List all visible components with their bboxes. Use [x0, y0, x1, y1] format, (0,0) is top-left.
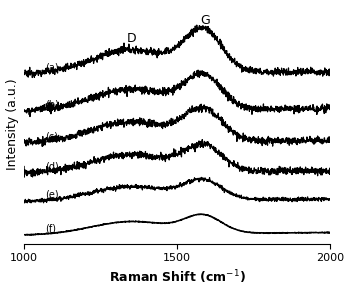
Text: (d): (d) [45, 161, 59, 171]
Text: G: G [200, 14, 210, 27]
Text: (f): (f) [45, 223, 56, 234]
Text: (c): (c) [45, 131, 58, 141]
Y-axis label: Intensity (a.u.): Intensity (a.u.) [6, 79, 19, 170]
Text: D: D [126, 32, 136, 45]
Text: (a): (a) [45, 62, 58, 73]
X-axis label: Raman Shift (cm$^{-1}$): Raman Shift (cm$^{-1}$) [109, 269, 246, 286]
Text: (e): (e) [45, 190, 58, 200]
Text: (b): (b) [45, 100, 59, 110]
